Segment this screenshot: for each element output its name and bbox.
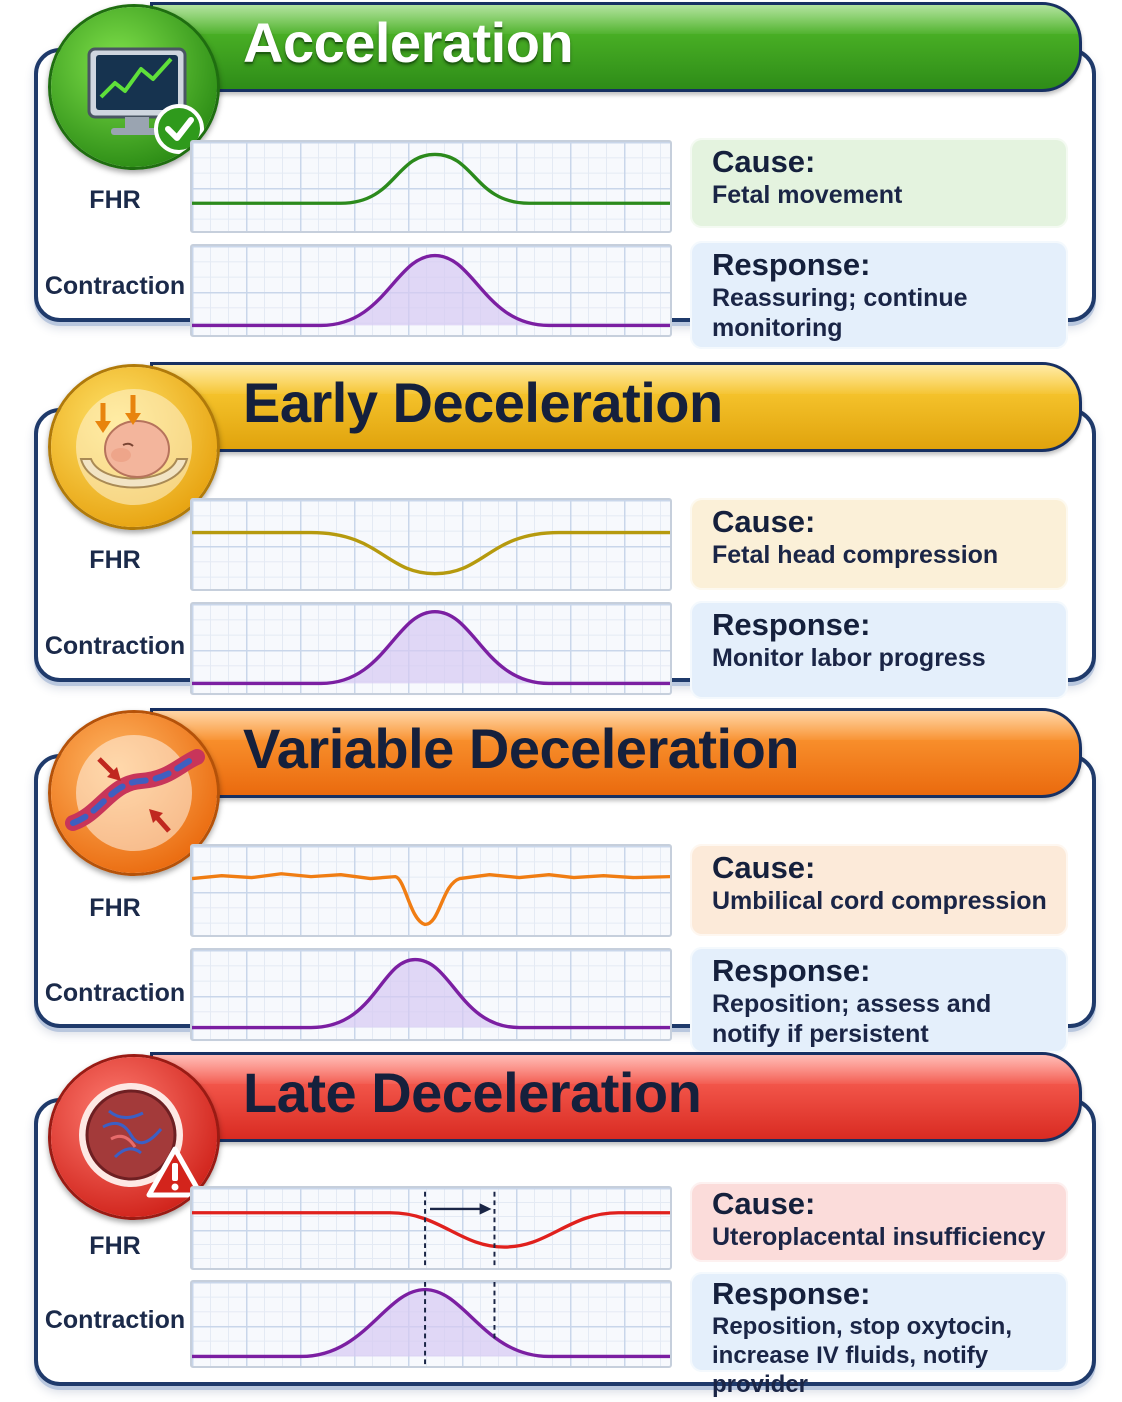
- fhr-label: FHR: [89, 546, 141, 574]
- fetal-head-compression-icon: [48, 364, 220, 530]
- cause-heading: Cause:: [712, 144, 816, 179]
- contraction-label: Contraction: [44, 632, 186, 660]
- title-banner: [150, 708, 1082, 798]
- response-text: Monitor labor progress: [712, 644, 986, 672]
- cause-text: Fetal movement: [712, 181, 903, 209]
- cause-box: Cause: Umbilical cord compression: [690, 844, 1068, 936]
- fhr-tracing: [190, 140, 672, 233]
- section-acceleration: Acceleration FHR Contraction Cause: Feta…: [0, 0, 1122, 349]
- cause-box: Cause: Fetal head compression: [690, 498, 1068, 590]
- title-banner: [150, 2, 1082, 92]
- placenta-warning-icon: [48, 1054, 220, 1220]
- response-heading: Response:: [712, 1276, 871, 1311]
- section-title: Early Deceleration: [243, 371, 723, 434]
- section-late-deceleration: Late Deceleration FHR Contraction: [0, 1050, 1122, 1398]
- monitor-checkmark-icon: [48, 4, 220, 170]
- contraction-tracing: [190, 602, 672, 695]
- response-text: Reposition, stop oxytocin, increase IV f…: [712, 1313, 1013, 1398]
- section-title: Late Deceleration: [243, 1061, 702, 1124]
- section-variable-deceleration: Variable Deceleration FHR Contraction Ca…: [0, 706, 1122, 1053]
- fhr-line: [192, 872, 670, 927]
- umbilical-cord-compression-icon: [48, 710, 220, 876]
- section-title: Acceleration: [243, 11, 574, 74]
- response-box: Response: Reposition; assess and notify …: [690, 947, 1068, 1053]
- response-box: Response: Reposition, stop oxytocin, inc…: [690, 1272, 1068, 1398]
- title-banner: [150, 1052, 1082, 1142]
- response-box: Response: Monitor labor progress: [690, 601, 1068, 699]
- fhr-tracing: [190, 498, 672, 591]
- response-heading: Response:: [712, 247, 871, 282]
- fhr-label: FHR: [89, 894, 141, 922]
- cause-box: Cause: Fetal movement: [690, 138, 1068, 228]
- fhr-line: [192, 1211, 670, 1249]
- fhr-tracing: [190, 844, 672, 937]
- response-text: Reassuring; continue monitoring: [712, 284, 968, 342]
- response-box: Response: Reassuring; continue monitorin…: [690, 241, 1068, 349]
- contraction-label: Contraction: [44, 979, 186, 1007]
- contraction-tracing: [190, 1280, 672, 1368]
- cause-text: Umbilical cord compression: [712, 887, 1047, 915]
- cause-heading: Cause:: [712, 504, 816, 539]
- fhr-label: FHR: [89, 186, 141, 214]
- response-text: Reposition; assess and notify if persist…: [712, 990, 992, 1048]
- section-title: Variable Deceleration: [243, 717, 800, 780]
- fhr-label: FHR: [89, 1232, 141, 1260]
- contraction-line: [192, 253, 670, 328]
- section-early-deceleration: Early Deceleration FHR Contraction Cause…: [0, 360, 1122, 705]
- contraction-tracing: [190, 244, 672, 337]
- cause-heading: Cause:: [712, 1186, 816, 1221]
- cause-box: Cause: Uteroplacental insufficiency: [690, 1182, 1068, 1262]
- contraction-tracing: [190, 948, 672, 1041]
- fhr-tracing: [190, 1186, 672, 1270]
- contraction-line: [192, 957, 670, 1030]
- title-banner: [150, 362, 1082, 452]
- cause-heading: Cause:: [712, 850, 816, 885]
- contraction-label: Contraction: [44, 1306, 186, 1334]
- response-heading: Response:: [712, 607, 871, 642]
- contraction-line: [192, 1287, 670, 1359]
- contraction-line: [192, 609, 670, 686]
- cause-text: Uteroplacental insufficiency: [712, 1223, 1046, 1251]
- response-heading: Response:: [712, 953, 871, 988]
- cause-text: Fetal head compression: [712, 541, 999, 569]
- fhr-line: [192, 152, 670, 205]
- fhr-line: [192, 530, 670, 576]
- contraction-label: Contraction: [44, 272, 186, 300]
